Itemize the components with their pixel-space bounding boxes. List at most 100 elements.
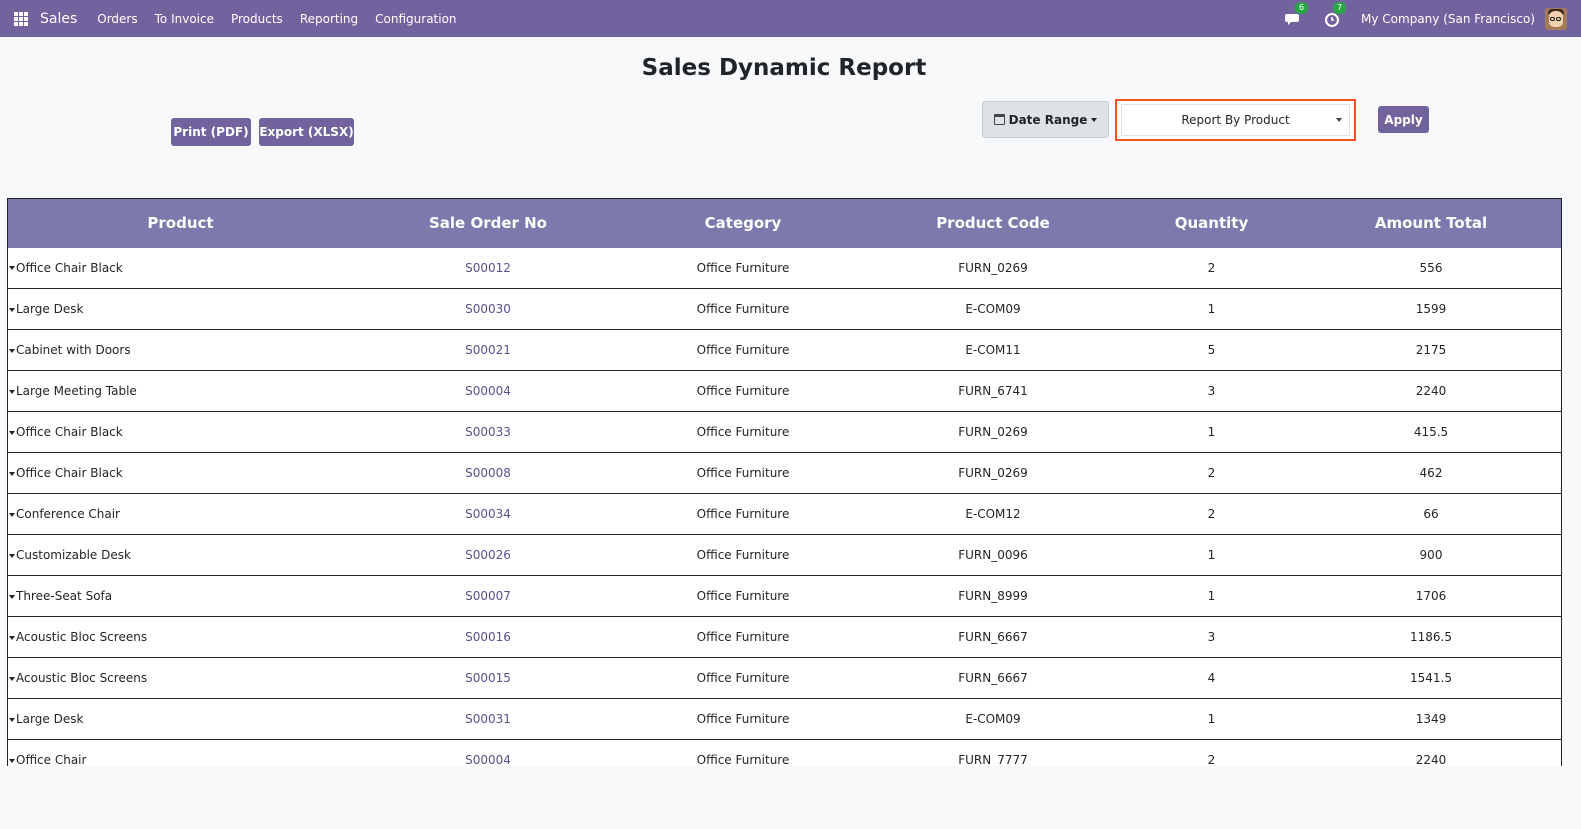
table-row[interactable]: Office Chair Black S00012 Office Furniture… bbox=[8, 247, 1561, 289]
product-cell[interactable]: Cabinet with Doors bbox=[8, 330, 353, 371]
menu-configuration[interactable]: Configuration bbox=[375, 11, 457, 26]
company-switcher[interactable]: My Company (San Francisco) bbox=[1361, 11, 1535, 26]
table-row[interactable]: Office Chair S00004 Office Furniture FURN_7… bbox=[8, 739, 1561, 766]
table-row[interactable]: Customizable Desk S00026 Office Furniture F… bbox=[8, 534, 1561, 576]
quantity-cell: 1 bbox=[1207, 589, 1216, 603]
category-cell: Office Furniture bbox=[696, 507, 790, 521]
product-cell[interactable]: Office Chair Black bbox=[8, 453, 353, 494]
product-name: Office Chair Black bbox=[16, 260, 123, 275]
clock-icon bbox=[1325, 12, 1340, 27]
sale-order-link[interactable]: S00007 bbox=[465, 589, 511, 603]
table-row[interactable]: Large Desk S00031 Office Furniture E-COM09 1… bbox=[8, 698, 1561, 740]
product-cell[interactable]: Acoustic Bloc Screens bbox=[8, 658, 353, 699]
category-cell: Office Furniture bbox=[696, 548, 790, 562]
expand-caret-icon[interactable] bbox=[9, 512, 15, 517]
apply-button[interactable]: Apply bbox=[1378, 106, 1429, 133]
col-header-category[interactable]: Category bbox=[704, 214, 782, 233]
sale-order-link[interactable]: S00033 bbox=[465, 425, 511, 439]
product-cell[interactable]: Large Meeting Table bbox=[8, 371, 353, 412]
user-avatar[interactable] bbox=[1545, 7, 1567, 30]
product-name: Large Desk bbox=[16, 712, 84, 726]
product-code-cell: E-COM11 bbox=[965, 343, 1021, 357]
amount-total-cell: 2240 bbox=[1415, 753, 1447, 766]
product-cell[interactable]: Three-Seat Sofa bbox=[8, 576, 353, 617]
category-cell: Office Furniture bbox=[696, 425, 790, 439]
col-header-product[interactable]: Product bbox=[147, 214, 214, 233]
expand-caret-icon[interactable] bbox=[9, 758, 15, 763]
table-row[interactable]: Large Desk S00030 Office Furniture E-COM09 1… bbox=[8, 288, 1561, 330]
sale-order-link[interactable]: S00026 bbox=[465, 548, 511, 562]
product-name: Acoustic Bloc Screens bbox=[16, 671, 148, 685]
table-row[interactable]: Office Chair Black S00008 Office Furniture… bbox=[8, 452, 1561, 494]
sale-order-link[interactable]: S00012 bbox=[465, 260, 511, 275]
table-row[interactable]: Acoustic Bloc Screens S00015 Office Furnit… bbox=[8, 657, 1561, 699]
sale-order-link[interactable]: S00004 bbox=[465, 384, 511, 398]
col-header-sale-order-no[interactable]: Sale Order No bbox=[428, 214, 547, 233]
col-header-amount-total[interactable]: Amount Total bbox=[1374, 214, 1488, 233]
app-brand[interactable]: Sales bbox=[40, 10, 78, 27]
amount-total-cell: 2175 bbox=[1415, 343, 1447, 357]
sale-order-link[interactable]: S00008 bbox=[465, 466, 511, 480]
col-header-quantity[interactable]: Quantity bbox=[1174, 214, 1249, 233]
expand-caret-icon[interactable] bbox=[9, 430, 15, 435]
table-row[interactable]: Cabinet with Doors S00021 Office Furniture… bbox=[8, 329, 1561, 371]
product-cell[interactable]: Large Desk bbox=[8, 699, 353, 740]
quantity-cell: 2 bbox=[1207, 753, 1216, 766]
expand-caret-icon[interactable] bbox=[9, 717, 15, 722]
product-cell[interactable]: Acoustic Bloc Screens bbox=[8, 617, 353, 658]
sale-order-link[interactable]: S00021 bbox=[465, 343, 511, 357]
menu-to-invoice[interactable]: To Invoice bbox=[154, 11, 214, 26]
product-cell[interactable]: Conference Chair bbox=[8, 494, 353, 535]
quantity-cell: 3 bbox=[1207, 630, 1216, 644]
expand-caret-icon[interactable] bbox=[9, 307, 15, 312]
menu-products[interactable]: Products bbox=[230, 11, 283, 26]
sale-order-link[interactable]: S00015 bbox=[465, 671, 511, 685]
sale-order-link[interactable]: S00034 bbox=[465, 507, 511, 521]
product-cell[interactable]: Office Chair Black bbox=[8, 412, 353, 453]
messages-button[interactable]: 6 bbox=[1285, 1, 1309, 28]
quantity-cell: 1 bbox=[1207, 712, 1216, 726]
print-pdf-button[interactable]: Print (PDF) bbox=[171, 118, 251, 146]
col-header-product-code[interactable]: Product Code bbox=[936, 214, 1050, 233]
sale-order-link[interactable]: S00004 bbox=[465, 753, 511, 766]
product-cell[interactable]: Office Chair Black bbox=[8, 248, 353, 289]
expand-caret-icon[interactable] bbox=[9, 635, 15, 640]
sale-order-link[interactable]: S00031 bbox=[465, 712, 511, 726]
category-cell: Office Furniture bbox=[696, 466, 790, 480]
product-code-cell: FURN_6667 bbox=[958, 671, 1028, 685]
amount-total-cell: 462 bbox=[1419, 466, 1443, 480]
table-row[interactable]: Large Meeting Table S00004 Office Furnitur… bbox=[8, 370, 1561, 412]
quantity-cell: 1 bbox=[1207, 425, 1216, 439]
expand-caret-icon[interactable] bbox=[9, 389, 15, 394]
product-cell[interactable]: Customizable Desk bbox=[8, 535, 353, 576]
expand-caret-icon[interactable] bbox=[9, 676, 15, 681]
table-row[interactable]: Conference Chair S00034 Office Furniture E-… bbox=[8, 493, 1561, 535]
sale-order-link[interactable]: S00016 bbox=[465, 630, 511, 644]
expand-caret-icon[interactable] bbox=[9, 471, 15, 476]
table-row[interactable]: Office Chair Black S00033 Office Furniture… bbox=[8, 411, 1561, 453]
report-by-select[interactable]: Report By Product bbox=[1115, 99, 1356, 141]
sale-order-link[interactable]: S00030 bbox=[465, 302, 511, 316]
expand-caret-icon[interactable] bbox=[9, 348, 15, 353]
date-range-dropdown[interactable]: Date Range bbox=[982, 101, 1109, 138]
activities-count-badge: 7 bbox=[1333, 1, 1347, 14]
report-table-container[interactable]: Product Sale Order No Category Product C… bbox=[7, 198, 1562, 766]
table-row[interactable]: Three-Seat Sofa S00007 Office Furniture FUR… bbox=[8, 575, 1561, 617]
table-row[interactable]: Acoustic Bloc Screens S00016 Office Furnit… bbox=[8, 616, 1561, 658]
product-code-cell: E-COM09 bbox=[965, 712, 1021, 726]
export-xlsx-button[interactable]: Export (XLSX) bbox=[259, 118, 354, 146]
date-range-label: Date Range bbox=[1008, 112, 1088, 127]
expand-caret-icon[interactable] bbox=[9, 553, 15, 558]
activities-button[interactable]: 7 bbox=[1323, 1, 1347, 28]
expand-caret-icon[interactable] bbox=[9, 266, 15, 271]
product-cell[interactable]: Office Chair bbox=[8, 740, 353, 766]
menu-reporting[interactable]: Reporting bbox=[299, 11, 359, 26]
product-cell[interactable]: Large Desk bbox=[8, 289, 353, 330]
product-code-cell: FURN_0269 bbox=[958, 260, 1028, 275]
amount-total-cell: 1186.5 bbox=[1410, 630, 1452, 644]
apps-grid-icon[interactable] bbox=[14, 11, 28, 26]
amount-total-cell: 66 bbox=[1423, 507, 1439, 521]
expand-caret-icon[interactable] bbox=[9, 594, 15, 599]
menu-orders[interactable]: Orders bbox=[97, 11, 138, 26]
category-cell: Office Furniture bbox=[696, 712, 790, 726]
